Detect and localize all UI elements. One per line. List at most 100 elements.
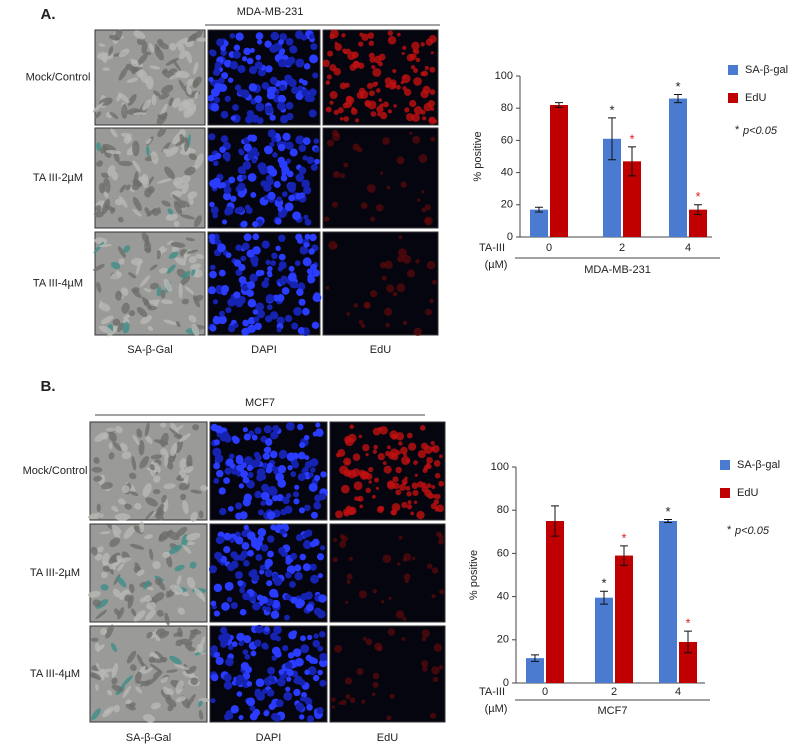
edu-signal (372, 68, 382, 77)
nucleus (218, 315, 227, 325)
edu-signal (438, 538, 444, 545)
edu-signal (368, 90, 375, 97)
panel-label: A. (41, 6, 56, 23)
edu-signal (385, 322, 391, 328)
cell (160, 676, 170, 683)
column-label: DAPI (251, 344, 277, 356)
edu-signal (430, 136, 436, 142)
nucleus (318, 631, 326, 638)
error-bar (684, 630, 692, 654)
note-mark: * (727, 524, 732, 536)
micrograph (329, 625, 446, 723)
nucleus (300, 34, 307, 41)
cell (124, 594, 132, 602)
cell (184, 138, 189, 152)
nucleus (297, 282, 306, 291)
cell (90, 546, 98, 556)
nucleus (295, 173, 305, 182)
cell (149, 464, 156, 471)
nucleus (277, 479, 287, 488)
cell (142, 99, 152, 111)
nucleus (225, 252, 232, 259)
nucleus (227, 713, 234, 720)
nucleus (214, 425, 223, 434)
cell (107, 165, 116, 177)
edu-signal (402, 557, 407, 562)
nucleus (270, 260, 277, 266)
legend-swatch (720, 460, 730, 470)
cell (169, 655, 182, 665)
edu-signal (348, 556, 353, 561)
nucleus (278, 669, 285, 675)
nucleus (227, 644, 234, 651)
error-bar (674, 94, 682, 104)
nucleus (251, 260, 259, 267)
nucleus (263, 183, 272, 192)
cell (160, 656, 168, 662)
nucleus (223, 434, 232, 443)
cell (185, 532, 201, 541)
bar (689, 209, 707, 237)
cell (191, 268, 196, 276)
cell (178, 79, 187, 92)
nucleus (241, 174, 247, 180)
nucleus (303, 63, 311, 70)
nucleus (264, 40, 272, 48)
nucleus (219, 181, 226, 189)
cell (173, 220, 180, 228)
nucleus (216, 38, 224, 45)
nucleus (275, 699, 284, 708)
cell (119, 195, 128, 208)
edu-signal (438, 480, 445, 487)
nucleus (232, 436, 240, 444)
nucleus (267, 666, 276, 675)
cell (93, 241, 105, 254)
edu-signal (335, 132, 340, 138)
nucleus (224, 581, 234, 591)
cell (100, 583, 109, 591)
cell (162, 68, 168, 74)
cell (92, 102, 104, 113)
nucleus (263, 710, 270, 717)
nucleus (255, 553, 263, 561)
cell (183, 466, 194, 474)
cell (112, 529, 121, 540)
nucleus (223, 477, 230, 485)
cell (149, 548, 154, 560)
nucleus (292, 491, 300, 498)
nucleus (242, 160, 252, 170)
nucleus (247, 471, 254, 478)
edu-signal (400, 446, 408, 455)
nucleus (313, 501, 322, 510)
nucleus (267, 535, 275, 543)
cell (142, 483, 152, 497)
nucleus (246, 681, 253, 687)
edu-signal (422, 116, 427, 121)
edu-signal (360, 323, 366, 328)
edu-signal (393, 104, 397, 108)
nucleus (309, 233, 317, 242)
edu-signal (430, 51, 434, 55)
cell (160, 689, 172, 700)
edu-signal (334, 644, 343, 653)
nucleus (214, 454, 224, 463)
nucleus (319, 652, 328, 662)
nucleus (224, 206, 234, 215)
nucleus (266, 91, 276, 100)
cell (133, 610, 146, 622)
nucleus (304, 669, 310, 676)
cell (178, 44, 185, 52)
edu-signal (371, 64, 376, 70)
edu-signal (331, 697, 336, 702)
cell (109, 537, 121, 548)
nucleus (246, 281, 256, 290)
nucleus (261, 82, 270, 90)
edu-signal (331, 201, 338, 208)
nucleus (227, 324, 236, 333)
edu-signal (339, 173, 346, 179)
nucleus (306, 268, 313, 275)
nucleus (276, 677, 286, 687)
error-bar (531, 654, 539, 662)
nucleus (295, 600, 304, 609)
edu-signal (379, 111, 388, 120)
